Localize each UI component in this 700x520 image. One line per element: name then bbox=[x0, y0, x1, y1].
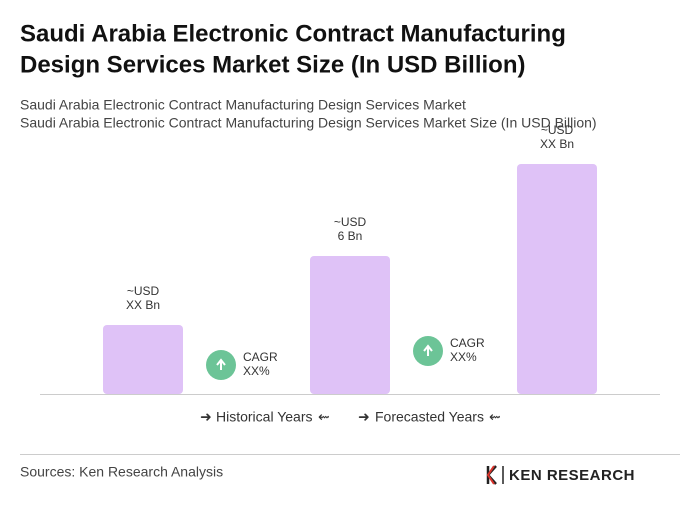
data-label: XX Bn bbox=[540, 137, 574, 151]
data-label: ~USD bbox=[541, 123, 574, 137]
cagr-label: XX% bbox=[243, 364, 270, 378]
cagr-label: CAGR bbox=[243, 350, 278, 364]
legend-label: Historical Years bbox=[216, 409, 313, 425]
chart-title: Saudi Arabia Electronic Contract Manufac… bbox=[20, 20, 566, 47]
data-label: ~USD bbox=[334, 215, 367, 229]
legend-arrow: ⇜ bbox=[489, 409, 501, 425]
logo-icon bbox=[486, 465, 495, 485]
source: Sources: Ken Research Analysis bbox=[20, 464, 223, 480]
bar bbox=[310, 256, 390, 394]
logo-text: KEN RESEARCH bbox=[509, 467, 635, 484]
subtitle: Saudi Arabia Electronic Contract Manufac… bbox=[20, 97, 466, 113]
chart-title: Design Services Market Size (In USD Bill… bbox=[20, 51, 525, 78]
legend-label: Forecasted Years bbox=[375, 409, 484, 425]
cagr-label: CAGR bbox=[450, 336, 485, 350]
subtitle: Saudi Arabia Electronic Contract Manufac… bbox=[20, 115, 597, 131]
bar bbox=[517, 164, 597, 394]
legend-arrow: ➜ bbox=[200, 409, 212, 425]
cagr-arrow bbox=[216, 358, 226, 370]
data-label: XX Bn bbox=[126, 298, 160, 312]
bar bbox=[103, 325, 183, 394]
data-label: ~USD bbox=[127, 284, 160, 298]
cagr-label: XX% bbox=[450, 350, 477, 364]
legend-arrow: ⇜ bbox=[318, 409, 330, 425]
cagr-arrow bbox=[423, 344, 433, 356]
legend-arrow: ➜ bbox=[358, 409, 370, 425]
data-label: 6 Bn bbox=[338, 229, 363, 243]
